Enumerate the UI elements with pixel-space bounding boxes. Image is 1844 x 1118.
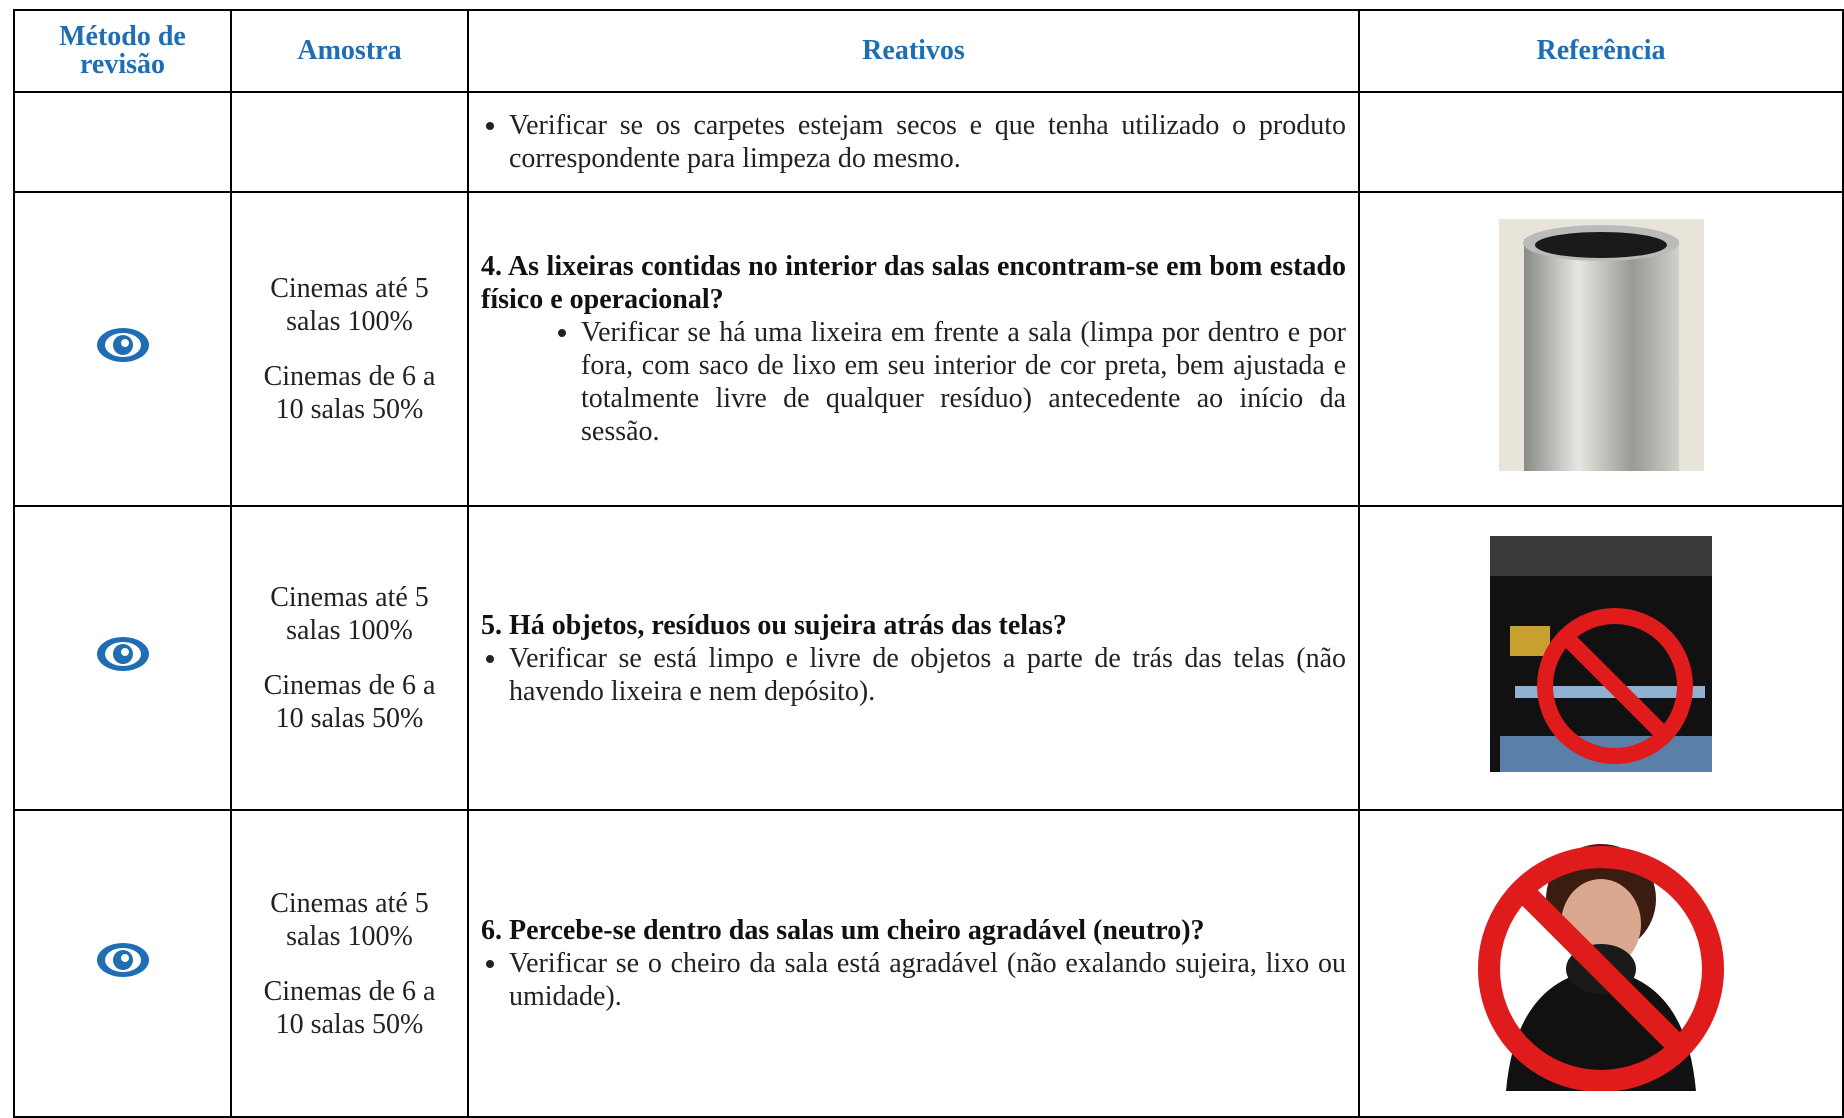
- question: 5. Há objetos, resíduos ou sujeira atrás…: [481, 609, 1067, 641]
- row: Cinemas até 5 salas 100% Cinemas de 6 a 1…: [13, 809, 1844, 1118]
- cell: 4. As lixeiras contidas no interior das …: [467, 191, 1360, 507]
- cell: Cinemas até 5 salas 100% Cinemas de 6 a 1…: [230, 191, 469, 507]
- cell: 6. Percebe-se dentro das salas um cheiro…: [467, 809, 1360, 1118]
- smell-image: [1478, 843, 1724, 1092]
- cell: [13, 809, 232, 1118]
- eye-icon: [96, 942, 149, 977]
- sample: Cinemas até 5 salas 100%: [270, 887, 429, 952]
- sample: Cinemas de 6 a 10 salas 50%: [263, 670, 436, 734]
- sample: Cinemas até 5 salas 100%: [270, 273, 429, 337]
- row: Verificar se os carpetes estejam secos e…: [13, 91, 1844, 193]
- bullet: Verificar se há uma lixeira em frente a …: [581, 316, 1346, 448]
- cell: [13, 505, 232, 811]
- cell: [1358, 91, 1844, 193]
- cell: 5. Há objetos, resíduos ou sujeira atrás…: [467, 505, 1360, 811]
- eye-icon: [96, 637, 149, 671]
- trash-can-image: [1498, 219, 1704, 471]
- sample: Cinemas de 6 a 10 salas 50%: [263, 361, 436, 425]
- bullet: Verificar se o cheiro da sala está agrad…: [509, 947, 1346, 1013]
- cell: [1358, 809, 1844, 1118]
- cell: [13, 91, 232, 193]
- review-table: Método de revisão Amostra Reativos Refer…: [13, 9, 1844, 1118]
- cell: Verificar se os carpetes estejam secos e…: [467, 91, 1360, 193]
- question: 4. As lixeiras contidas no interior das …: [481, 251, 1346, 315]
- header-cell: Método de revisão: [13, 9, 232, 93]
- cell: [1358, 191, 1844, 507]
- header-cell: Amostra: [230, 9, 469, 93]
- row: Cinemas até 5 salas 100% Cinemas de 6 a 1…: [13, 505, 1844, 811]
- cell: Cinemas até 5 salas 100% Cinemas de 6 a 1…: [230, 809, 469, 1118]
- screen-image: [1490, 536, 1712, 772]
- eye-icon: [96, 328, 149, 362]
- bullet: Verificar se está limpo e livre de objet…: [509, 642, 1346, 708]
- cell: Cinemas até 5 salas 100% Cinemas de 6 a 1…: [230, 505, 469, 811]
- row: Cinemas até 5 salas 100% Cinemas de 6 a 1…: [13, 191, 1844, 507]
- cell: [230, 91, 469, 193]
- sample: Cinemas de 6 a 10 salas 50%: [263, 975, 436, 1040]
- cell: [1358, 505, 1844, 811]
- cell: [13, 191, 232, 507]
- question: 6. Percebe-se dentro das salas um cheiro…: [481, 915, 1205, 946]
- header-row: Método de revisão Amostra Reativos Refer…: [13, 9, 1844, 93]
- header-cell: Referência: [1358, 9, 1844, 93]
- bullet: Verificar se os carpetes estejam secos e…: [509, 109, 1346, 175]
- sample: Cinemas até 5 salas 100%: [270, 582, 429, 646]
- header-cell: Reativos: [467, 9, 1360, 93]
